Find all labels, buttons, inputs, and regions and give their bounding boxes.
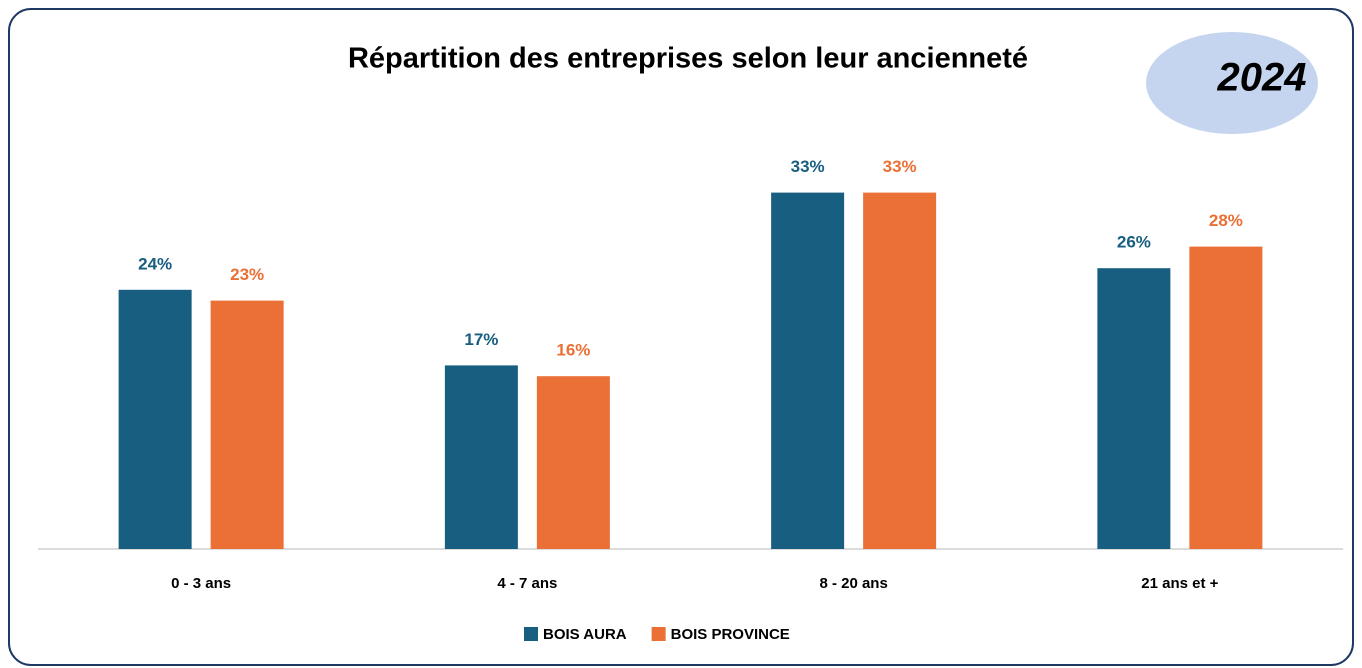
value-label: 26% [1117,233,1151,252]
chart-title: Répartition des entreprises selon leur a… [348,43,1028,75]
value-label: 24% [138,254,172,273]
value-label: 33% [791,157,825,176]
bar [118,289,192,549]
value-label: 17% [464,330,498,349]
legend-label: BOIS PROVINCE [671,626,790,643]
bar [863,192,937,549]
legend-swatch [524,627,538,641]
legend-label: BOIS AURA [543,626,627,643]
bar [771,192,845,549]
year-badge [1146,32,1318,134]
x-tick-label: 21 ans et + [1141,575,1218,592]
x-tick-label: 0 - 3 ans [171,575,231,592]
value-label: 28% [1209,211,1243,230]
legend-swatch [651,627,666,641]
bar [444,365,518,549]
value-label: 33% [883,157,917,176]
value-label: 23% [230,265,264,284]
value-label: 16% [556,341,590,360]
bar [1097,268,1171,549]
bar [210,300,284,549]
year-label: 2024 [1217,56,1307,100]
chart-frame [8,8,1354,666]
bar [536,376,610,549]
bar [1189,246,1263,549]
x-tick-label: 8 - 20 ans [819,575,887,592]
x-tick-label: 4 - 7 ans [497,575,557,592]
